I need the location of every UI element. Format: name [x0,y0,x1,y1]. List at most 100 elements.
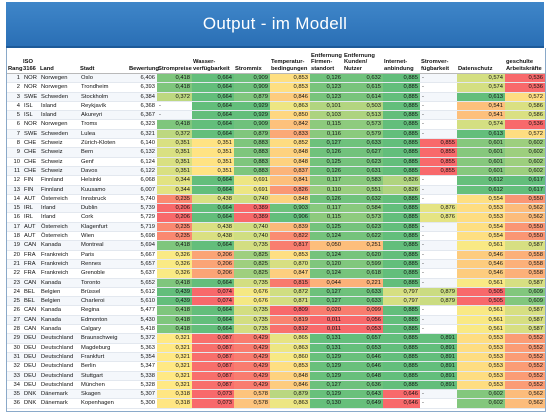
page-title: Output - im Modell [202,14,348,33]
table-cell: 0,664 [192,110,234,121]
table-cell: 0,579 [343,129,383,140]
table-cell: 0,885 [383,119,420,130]
table-cell: 0,735 [234,315,270,326]
table-cell: Schweden [39,92,79,102]
table-cell: 5,307 [128,389,157,400]
table-cell: 5,300 [128,398,157,409]
table-cell: 0,505 [457,296,505,307]
table-cell: 28 [7,324,22,335]
table-cell: 0,885 [383,259,420,270]
table-cell: 6,140 [128,138,157,149]
table-cell: 0,574 [457,82,505,93]
table-cell: 25 [7,296,22,307]
table-cell: Kanada [39,278,79,288]
table-cell: 0,429 [234,333,270,344]
table-row: 28 CAN Kanada Calgary 5,418 0,418 0,664 0,735 0,… [7,324,545,335]
table-row: 17 AUT Österreich Klagenfurt 5,719 0,235 0,438… [7,222,545,233]
table-cell: 0,553 [457,352,505,363]
table-cell: 0,929 [234,101,270,112]
table-cell: Frankfurt [79,352,128,363]
table-cell: 0,664 [192,101,234,112]
table-row: 25 BEL Belgien Charleroi 5,610 0,439 0,074 0,67… [7,296,545,307]
results-table: Rang ISO 3166 Land Stadt Bewertung Strom… [7,48,545,409]
table-cell: 0,876 [420,212,457,223]
table-cell: 0,235 [157,231,192,242]
table-cell: 0,505 [457,287,505,298]
table-cell: 0,351 [157,157,192,167]
table-cell: 0,879 [420,287,457,298]
table-cell: 5,739 [128,203,157,214]
table-cell: Skagen [79,389,128,400]
table-cell: 0,691 [234,185,270,195]
table-cell: 0,206 [192,250,234,260]
table-cell: 0,429 [234,361,270,372]
table-cell: 0,632 [343,194,383,205]
table-cell: 0,885 [383,278,420,288]
table-cell: 0,891 [420,371,457,381]
table-cell: - [420,82,457,93]
table-cell: 0,552 [505,380,545,391]
table-cell: 0,740 [234,222,270,233]
table-cell: - [420,73,457,84]
table-cell: 0,554 [457,222,505,233]
table-cell: Norwegen [39,119,79,130]
table-cell: Belgien [39,296,79,307]
table-cell: 0,578 [234,398,270,409]
table-row: 1 NOR Norwegen Oslo 6,406 0,418 0,664 0,909 0,85… [7,73,545,84]
table-cell: 14 [7,194,22,205]
table-cell: 0,351 [157,138,192,149]
table-cell: 0,664 [192,305,234,316]
table-row: 33 DEU Deutschland Stuttgart 5,338 0,321 0,087… [7,371,545,381]
table-row: 21 FRA Frankreich Rennes 5,657 0,326 0,206 0,82… [7,259,545,270]
table-row: 24 BEL Belgien Brüssel 5,612 0,439 0,074 0,676 0… [7,287,545,298]
table-cell: 0,110 [310,185,343,195]
table-cell: 6,384 [128,92,157,102]
column-header: Stromver-fügbarkeit [420,48,457,74]
table-cell: 0,553 [457,212,505,223]
table-cell: 0,855 [420,166,457,177]
column-header: Strommix [234,48,270,74]
table-cell: 5,354 [128,352,157,363]
table-cell: Finnland [39,175,79,186]
table-row: 3 SWE Schweden Stockholm 6,384 0,372 0,664 0,87… [7,92,545,102]
table-cell: 0,418 [157,278,192,288]
table-cell: 0,554 [457,194,505,205]
table-cell: IRL [22,203,39,214]
table-row: 18 AUT Österreich Wien 5,698 0,235 0,438 0,740 0… [7,231,545,242]
table-cell: DEU [22,343,39,353]
table-cell: Kanada [39,324,79,335]
table-cell: Österreich [39,222,79,233]
table-cell: 0,797 [383,296,420,307]
table-cell: 0,438 [192,194,234,205]
table-cell: 0,429 [234,371,270,381]
table-cell: 0,602 [457,398,505,409]
table-cell: 0,617 [505,185,545,195]
table-cell: 0,087 [192,343,234,353]
table-cell: Deutschland [39,343,79,353]
table-cell: 0,909 [234,82,270,93]
table-row: 12 FIN Finnland Helsinki 6,068 0,344 0,664 0,69… [7,175,545,186]
table-cell: 0,853 [270,73,310,84]
table-cell: 8 [7,138,22,149]
table-cell: München [79,380,128,391]
table-row: 29 DEU Deutschland Braunschweig 5,372 0,321 0,… [7,333,545,344]
table-cell: 0,664 [192,92,234,102]
table-cell: 0,826 [383,175,420,186]
table-cell: 0,809 [270,305,310,316]
table-cell: - [157,101,192,112]
table-cell: 0,812 [270,324,310,335]
table-cell: 0,664 [192,129,234,140]
table-cell: 0,553 [457,380,505,391]
table-cell: 0,584 [343,203,383,214]
table-cell: 0,344 [157,175,192,186]
table-cell: 0,321 [157,380,192,391]
table-cell: 0,848 [270,194,310,205]
table-cell: 0,552 [505,343,545,353]
table-cell: 27 [7,315,22,326]
table-cell: 0,623 [343,222,383,233]
table-cell: 0,885 [383,315,420,326]
table-cell: - [420,110,457,121]
table-cell: 5 [7,110,22,121]
table-cell: 0,825 [234,250,270,260]
table-cell: 11 [7,166,22,177]
